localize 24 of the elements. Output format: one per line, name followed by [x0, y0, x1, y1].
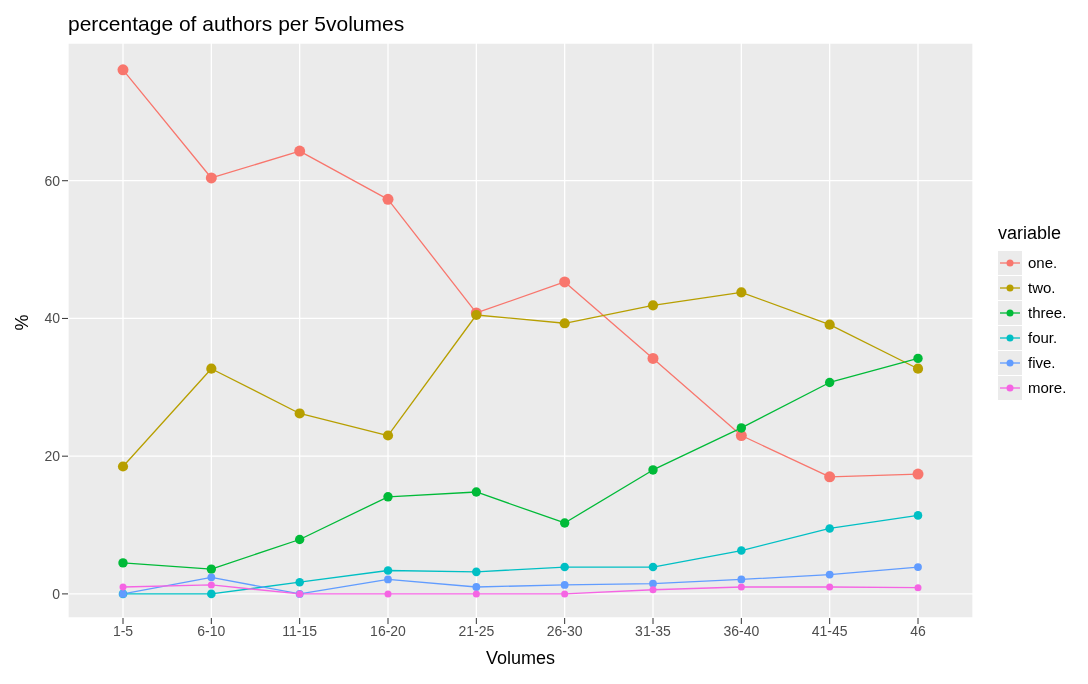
x-tick-label: 21-25: [458, 622, 495, 639]
y-axis-title: %: [12, 314, 33, 331]
legend-label: four.: [1028, 329, 1058, 346]
x-tick-label: 16-20: [370, 622, 407, 639]
legend-label: one.: [1028, 254, 1058, 271]
x-axis-title: Volumes: [485, 648, 556, 668]
legend-label: more.: [1028, 379, 1067, 396]
x-tick-label: 31-35: [635, 622, 672, 639]
x-tick-label: 46: [910, 622, 926, 639]
y-tick-label: 60: [44, 172, 61, 189]
y-tick-label: 20: [44, 448, 61, 465]
y-tick-label: 40: [44, 310, 61, 327]
x-tick-label: 1-5: [112, 622, 134, 639]
x-tick-label: 41-45: [811, 622, 848, 639]
x-tick-label: 36-40: [723, 622, 760, 639]
legend-label: five.: [1028, 354, 1056, 371]
legend-label: three.: [1028, 304, 1067, 321]
x-tick-label: 26-30: [546, 622, 583, 639]
x-tick-label: 6-10: [197, 622, 226, 639]
legend-label: two.: [1028, 279, 1056, 296]
x-tick-label: 11-15: [282, 622, 318, 639]
chart-title: percentage of authors per 5volumes: [68, 12, 405, 36]
legend-title: variable: [998, 223, 1063, 244]
y-tick-label: 0: [52, 585, 61, 602]
